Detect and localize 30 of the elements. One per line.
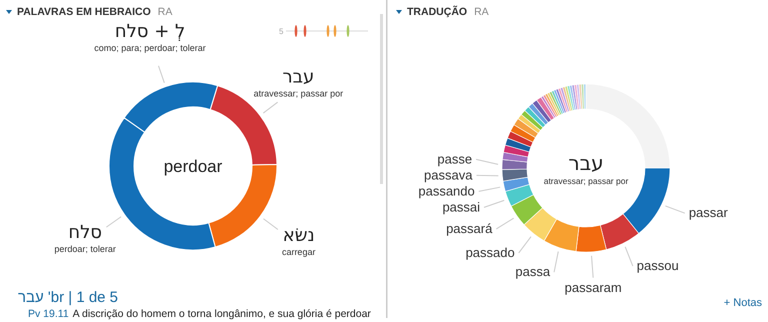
slice-label: לְ + סלח <box>114 21 186 42</box>
text: 5 <box>279 27 284 36</box>
text: A discrição do homem o torna longânimo, e sua glória é perdoar <box>72 308 372 320</box>
text: + Notas <box>724 297 762 309</box>
text: como; para; perdoar; tolerar <box>94 43 206 54</box>
text: perdoar <box>164 157 223 176</box>
chart-title: TRADUÇÃO <box>407 5 468 18</box>
chart-subtitle: RA <box>158 6 172 18</box>
chart-subtitle: RA <box>474 6 489 18</box>
slice-label: passou <box>636 258 679 274</box>
chart-title: PALAVRAS EM HEBRAICO <box>17 6 151 18</box>
slice-label: passado <box>466 244 515 260</box>
slice-label: passaram <box>564 280 622 295</box>
text: atravessar; passar por <box>544 176 628 186</box>
slice-label: passará <box>446 220 494 236</box>
slice-label: סלח <box>68 222 102 244</box>
slice-label: passe <box>437 151 472 166</box>
slice-label: נשׂא <box>282 225 315 246</box>
text: Pv 19.11 <box>28 308 69 320</box>
text: atravessar; passar por <box>254 88 344 99</box>
text: עבר 'br | 1 de 5 <box>18 289 118 306</box>
text: carregar <box>282 247 316 258</box>
slice-label: passando <box>418 183 475 198</box>
slice-label: passava <box>424 167 474 182</box>
slice-label: passai <box>442 199 480 214</box>
text: perdoar; tolerar <box>54 244 116 254</box>
slice-label: passa <box>515 264 551 280</box>
slice-label: עבר <box>282 66 314 88</box>
slice-label: passar <box>688 205 729 220</box>
text: עבר <box>568 151 604 175</box>
